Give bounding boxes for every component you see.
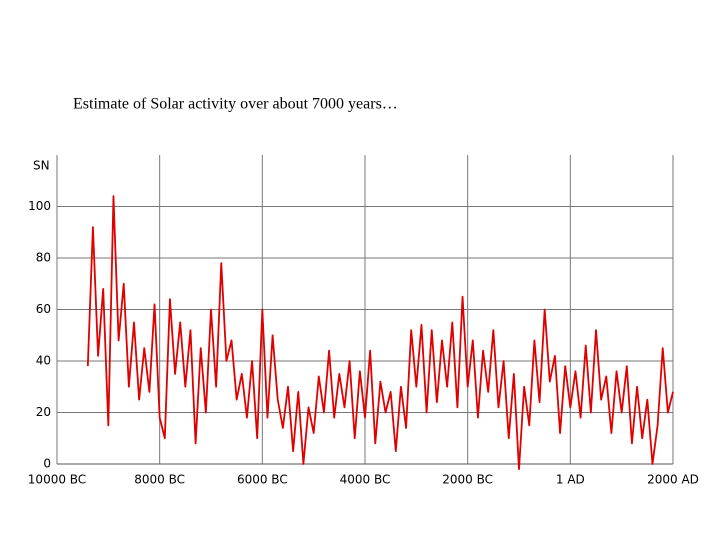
y-tick-label: 0 (43, 457, 51, 471)
x-tick-label: 2000 BC (442, 473, 493, 487)
x-tick-label: 2000 AD (647, 473, 699, 487)
x-tick-label: 8000 BC (134, 473, 185, 487)
x-tick-label: 4000 BC (340, 473, 391, 487)
y-axis-label: SN (33, 159, 50, 173)
x-tick-label: 1 AD (556, 473, 585, 487)
data-line (86, 195, 674, 471)
y-tick-label: 100 (28, 199, 51, 213)
y-tick-label: 80 (36, 251, 51, 265)
x-tick-label: 10000 BC (28, 473, 86, 487)
y-tick-label: 20 (36, 405, 51, 419)
chart-title: Estimate of Solar activity over about 70… (73, 96, 398, 113)
x-tick-label: 6000 BC (237, 473, 288, 487)
y-tick-label: 40 (36, 354, 51, 368)
y-tick-label: 60 (36, 302, 51, 316)
